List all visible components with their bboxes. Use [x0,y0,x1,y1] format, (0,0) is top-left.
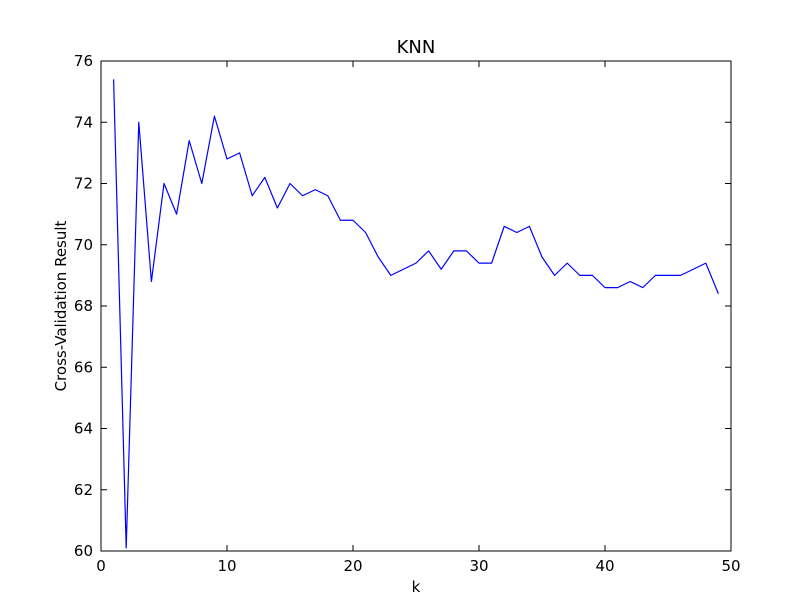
x-tick-label: 50 [721,557,740,575]
y-tick-label: 66 [74,358,93,376]
x-axis-label: k [412,578,421,596]
y-tick-label: 64 [74,420,93,438]
axis-ticks: 0 10 20 30 40 50 60 62 64 66 68 70 72 74 76 [74,52,741,575]
plot-marks [113,79,719,549]
x-tick-label: 20 [343,557,362,575]
x-tick-label: 30 [469,557,488,575]
x-tick-label: 0 [96,557,106,575]
plot-frame [100,60,732,552]
y-tick-label: 60 [74,542,93,560]
y-axis-label: Cross-Validation Result [52,220,70,391]
y-tick-label: 76 [74,52,93,70]
series-line-0 [113,79,719,549]
y-tick-label: 70 [74,236,93,254]
y-tick-label: 68 [74,297,93,315]
x-tick-label: 40 [595,557,614,575]
y-tick-label: 72 [74,175,93,193]
y-tick-label: 62 [74,481,93,499]
y-tick-label: 74 [74,113,93,131]
chart-title: KNN [397,37,436,58]
x-tick-label: 10 [217,557,236,575]
